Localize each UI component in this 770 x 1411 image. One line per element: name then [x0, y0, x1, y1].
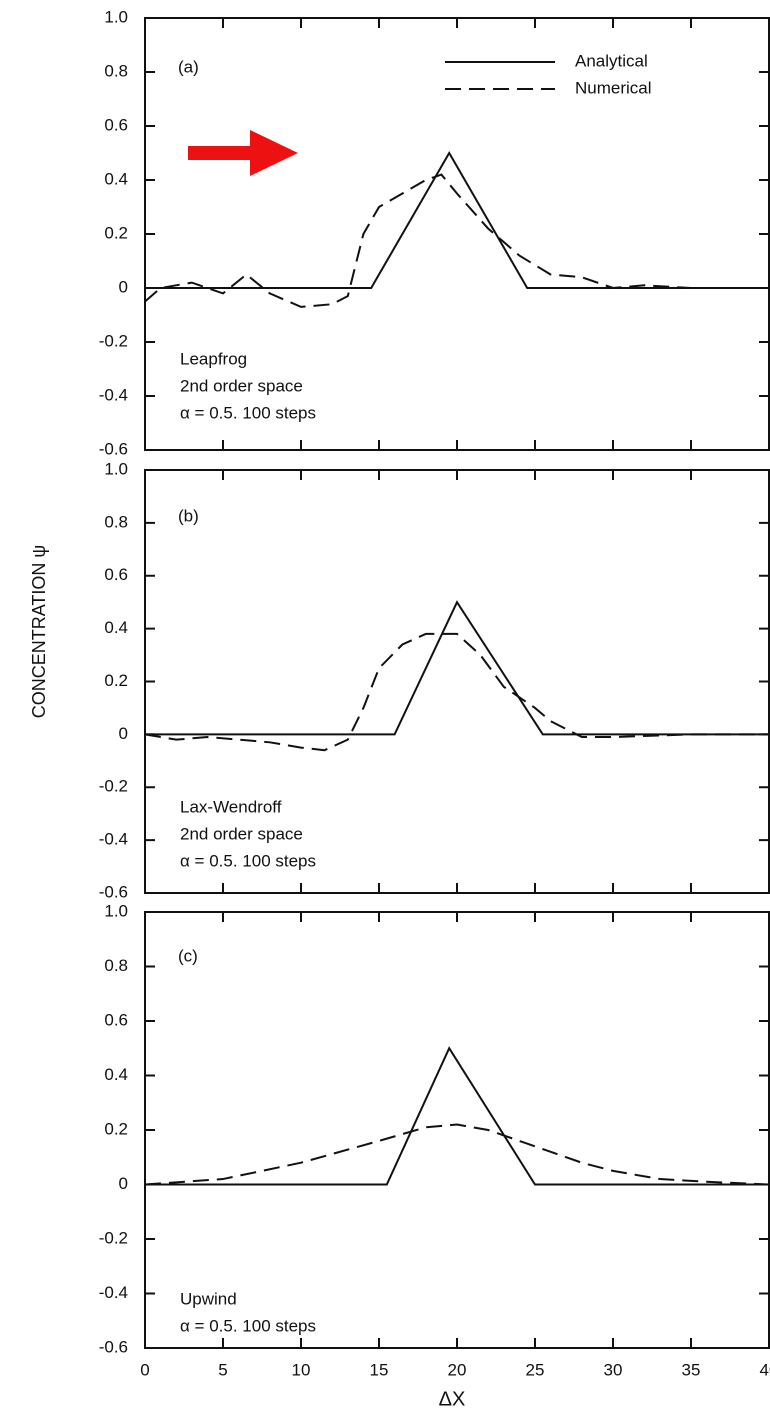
x-tick-label: 20: [448, 1360, 467, 1379]
y-tick-label: 0.6: [104, 1010, 128, 1029]
arrow: [188, 130, 298, 176]
x-tick-label: 5: [218, 1360, 227, 1379]
y-tick-label: 0.8: [104, 61, 128, 80]
y-tick-label: -0.6: [99, 439, 128, 458]
y-tick-label: 0: [119, 277, 128, 296]
y-tick-label: -0.4: [99, 1283, 128, 1302]
plot-frame: [144, 911, 770, 1349]
y-tick-label: -0.4: [99, 385, 128, 404]
y-tick-label: -0.2: [99, 777, 128, 796]
y-tick-label: 0: [119, 724, 128, 743]
y-tick-label: 0.6: [104, 115, 128, 134]
annotation: α = 0.5. 100 steps: [180, 851, 316, 870]
y-tick-label: 0.2: [104, 671, 128, 690]
legend-label: Numerical: [575, 78, 652, 97]
panel-label: (b): [178, 506, 199, 525]
y-tick-label: 0.6: [104, 565, 128, 584]
annotation: Upwind: [180, 1289, 237, 1308]
y-tick-label: -0.2: [99, 331, 128, 350]
x-tick-label: 25: [526, 1360, 545, 1379]
x-axis-label: ΔX: [439, 1388, 466, 1410]
panel-label: (c): [178, 946, 198, 965]
y-tick-label: -0.2: [99, 1228, 128, 1247]
y-tick-label: -0.6: [99, 1337, 128, 1356]
annotation: 2nd order space: [180, 824, 303, 843]
x-tick-label: 15: [370, 1360, 389, 1379]
legend-label: Analytical: [575, 51, 648, 70]
series-line: [144, 632, 769, 752]
y-tick-label: 1.0: [104, 901, 128, 920]
annotation: 2nd order space: [180, 376, 303, 395]
y-tick-label: 0.2: [104, 1119, 128, 1138]
annotation: Leapfrog: [180, 349, 247, 368]
y-tick-label: 0: [119, 1174, 128, 1193]
annotation: α = 0.5. 100 steps: [180, 1316, 316, 1335]
x-tick-label: 0: [140, 1360, 149, 1379]
y-axis-label: CONCENTRATION ψ: [29, 545, 49, 719]
series-line: [145, 151, 769, 289]
panel-label: (a): [178, 57, 199, 76]
y-tick-label: 1.0: [104, 459, 128, 478]
series-line: [145, 600, 769, 736]
y-tick-label: 0.4: [104, 169, 128, 188]
y-tick-label: 0.4: [104, 618, 128, 637]
x-tick-label: 35: [682, 1360, 701, 1379]
y-tick-label: 0.8: [104, 956, 128, 975]
x-tick-label: 10: [292, 1360, 311, 1379]
y-tick-label: -0.4: [99, 830, 128, 849]
annotation: Lax-Wendroff: [180, 797, 282, 816]
series-line: [145, 1046, 769, 1186]
series-line: [144, 173, 769, 308]
x-tick-label: 40: [760, 1360, 770, 1379]
y-tick-label: 0.2: [104, 223, 128, 242]
y-tick-label: 0.8: [104, 512, 128, 531]
y-tick-label: 0.4: [104, 1065, 128, 1084]
series-line: [144, 1123, 770, 1186]
y-tick-label: -0.6: [99, 882, 128, 901]
y-tick-label: 1.0: [104, 7, 128, 26]
x-tick-label: 30: [604, 1360, 623, 1379]
annotation: α = 0.5. 100 steps: [180, 403, 316, 422]
